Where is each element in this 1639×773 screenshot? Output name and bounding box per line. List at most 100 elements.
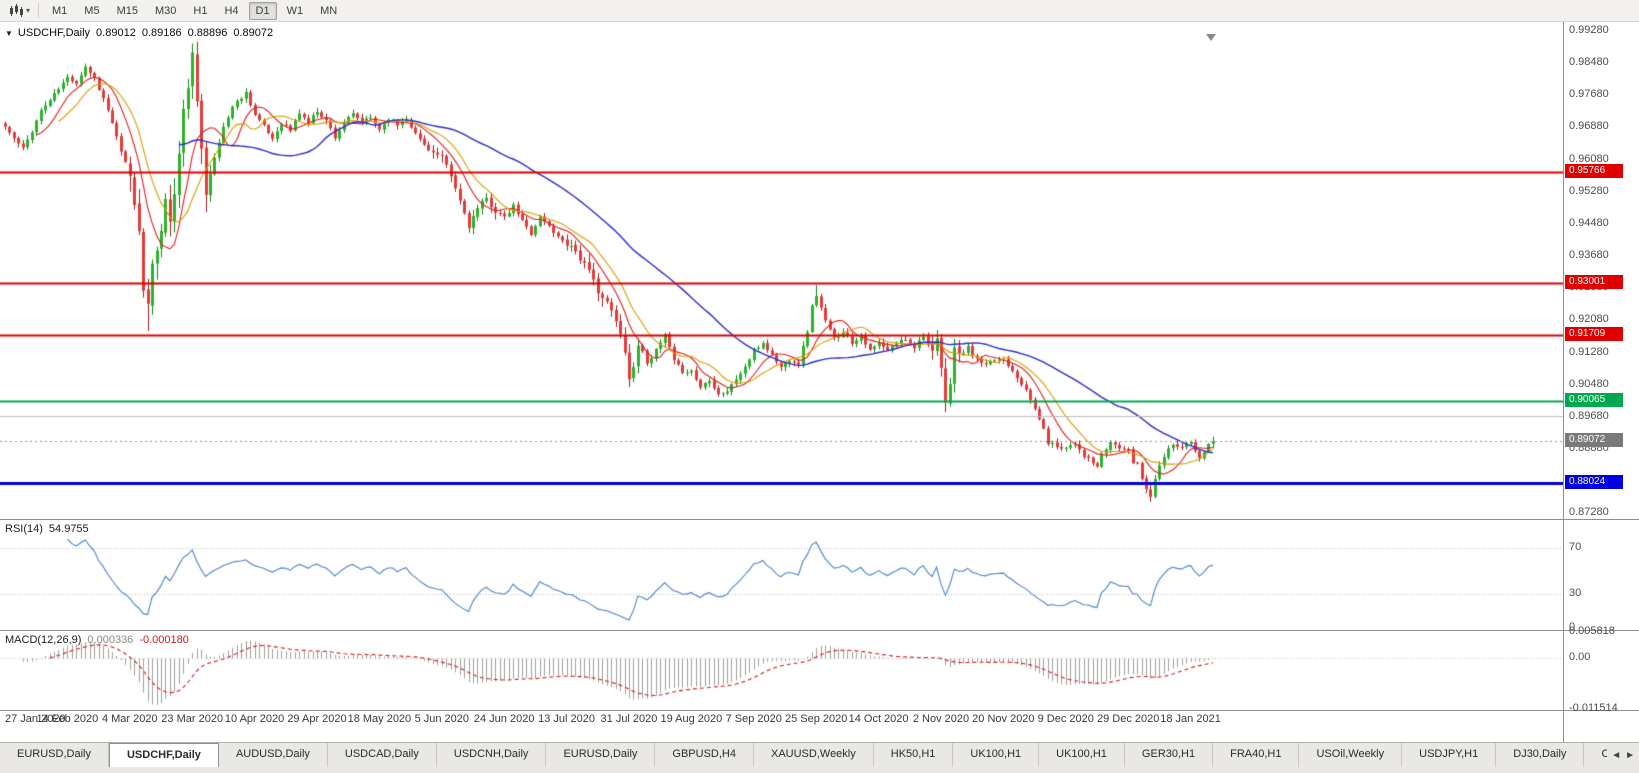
date-axis-label: 9 Dec 2020	[1037, 713, 1094, 725]
timeframe-button-m30[interactable]: M30	[154, 4, 177, 17]
chart-tab-usdcad-daily[interactable]: USDCAD,Daily	[327, 743, 437, 767]
chart-tab-usdjpy-h1[interactable]: USDJPY,H1	[1402, 743, 1497, 767]
chart-context-arrow-icon[interactable]: ▼	[5, 28, 13, 38]
close-value: 0.89072	[233, 27, 274, 39]
chart-tab-eurusd-daily[interactable]: EURUSD,Daily	[0, 743, 109, 767]
date-axis-separator	[0, 710, 1639, 711]
timeframe-button-d1[interactable]: D1	[248, 1, 277, 20]
macd-label: MACD(12,26,9) 0.000336 -0.000180	[5, 634, 189, 646]
date-axis-label: 18 Jan 2021	[1160, 713, 1221, 725]
chart-tab-ger30-h1[interactable]: GER30,H1	[1124, 743, 1214, 767]
timeframe-button-h4[interactable]: H4	[224, 4, 239, 17]
date-axis-label: 14 Feb 2020	[36, 713, 99, 725]
macd-indicator-canvas[interactable]	[0, 631, 1563, 710]
macd-axis-label: 0.005818	[1569, 625, 1615, 638]
macd-axis-label: -0.011514	[1569, 702, 1618, 715]
chart-tab-bar: EURUSD,Daily USDCHF,Daily AUDUSD,Daily USDC…	[0, 742, 1639, 773]
rsi-name: RSI(14)	[5, 523, 43, 535]
timeframe-button-m15[interactable]: M15	[116, 4, 138, 17]
rsi-value: 54.9755	[48, 523, 89, 535]
level-price-tag: 0.90065	[1565, 393, 1623, 408]
chart-tab-dj30-daily[interactable]: DJ30,Daily	[1496, 743, 1585, 767]
macd-axis-label: 0.00	[1569, 651, 1591, 663]
low-value: 0.88896	[187, 27, 228, 39]
timeframe-toolbar: ▾ M1 M5 M15 M30 H1 H4 D1 W1 MN	[0, 0, 1639, 22]
chart-tab-xauusd-weekly[interactable]: XAUUSD,Weekly	[753, 743, 874, 767]
price-axis-label: 0.96080	[1569, 152, 1609, 165]
price-axis-label: 0.92080	[1569, 313, 1609, 326]
date-axis[interactable]: 27 Jan 2020 14 Feb 2020 4 Mar 2020 23 Mar 2…	[0, 711, 1563, 729]
panel-separator[interactable]	[0, 519, 1639, 520]
rsi-axis-label: 30	[1569, 586, 1582, 599]
panel-separator[interactable]	[0, 630, 1639, 631]
macd-main-value: 0.000336	[87, 634, 134, 646]
ohlc-info-line: ▼ USDCHF,Daily 0.89012 0.89186 0.88896 0…	[5, 27, 273, 39]
level-price-tag: 0.91709	[1565, 327, 1623, 342]
price-axis-label: 0.87280	[1569, 506, 1609, 519]
price-axis-label: 0.98480	[1569, 56, 1609, 69]
chart-tab-hk50-h1[interactable]: HK50,H1	[873, 743, 954, 767]
symbol-period-label: USDCHF,Daily	[17, 27, 91, 39]
macd-signal-value: -0.000180	[139, 634, 189, 646]
date-axis-label: 7 Sep 2020	[725, 713, 782, 725]
level-price-tag: 0.88024	[1565, 475, 1623, 490]
tab-scroll-left-icon[interactable]: ◄	[1611, 749, 1622, 761]
price-axis-label: 0.89680	[1569, 409, 1609, 422]
high-value: 0.89186	[141, 27, 182, 39]
chart-window: ▼ USDCHF,Daily 0.89012 0.89186 0.88896 0…	[0, 22, 1639, 742]
price-axis-label: 0.90480	[1569, 377, 1609, 390]
tab-scrollers: ◄ ►	[1607, 743, 1639, 767]
level-price-tag: 0.93001	[1565, 275, 1623, 290]
chart-tab-uk100-h1[interactable]: UK100,H1	[953, 743, 1040, 767]
price-axis-label: 0.99280	[1569, 24, 1609, 36]
timeframe-button-w1[interactable]: W1	[286, 4, 304, 17]
price-axis-label: 0.93680	[1569, 249, 1609, 262]
chart-type-button[interactable]: ▾	[5, 3, 34, 18]
chart-tab-uk100-h1[interactable]: UK100,H1	[1039, 743, 1125, 767]
timeframe-buttons: M1 M5 M15 M30 H1 H4 D1 W1 MN	[45, 1, 344, 20]
chart-tab-fra40-h1[interactable]: FRA40,H1	[1213, 743, 1300, 767]
chart-tab-audusd-daily[interactable]: AUDUSD,Daily	[218, 743, 328, 767]
chart-tab-china300-h1[interactable]: CHINA300,H1	[1584, 743, 1608, 767]
timeframe-button-m1[interactable]: M1	[52, 4, 68, 17]
price-axis-label: 0.97680	[1569, 88, 1609, 101]
date-axis-label: 29 Dec 2020	[1096, 713, 1160, 725]
date-axis-label: 5 Jun 2020	[414, 713, 469, 725]
rsi-label: RSI(14) 54.9755	[5, 523, 89, 535]
current-price-tag: 0.89072	[1565, 433, 1623, 448]
price-chart-canvas[interactable]	[0, 22, 1563, 519]
price-axis-label: 0.96880	[1569, 120, 1609, 133]
chart-tabs: EURUSD,Daily USDCHF,Daily AUDUSD,Daily USDC…	[0, 743, 1608, 767]
date-axis-label: 10 Apr 2020	[224, 713, 285, 725]
date-axis-label: 20 Nov 2020	[972, 713, 1035, 725]
date-axis-label: 4 Mar 2020	[101, 713, 158, 725]
date-axis-label: 14 Oct 2020	[848, 713, 909, 725]
price-axis[interactable]: 0.99280 0.98480 0.97680 0.96880 0.96080 0.952…	[1564, 22, 1639, 742]
timeframe-button-m5[interactable]: M5	[84, 4, 100, 17]
tab-scroll-right-icon[interactable]: ►	[1625, 749, 1635, 761]
date-axis-label: 27 Jan 2020	[5, 713, 66, 725]
date-axis-label: 23 Mar 2020	[161, 713, 224, 725]
date-axis-label: 29 Apr 2020	[287, 713, 347, 725]
chart-tab-usoil-weekly[interactable]: USOil,Weekly	[1299, 743, 1403, 767]
chart-tab-usdchf-daily[interactable]: USDCHF,Daily	[108, 743, 219, 767]
rsi-axis-label: 0	[1569, 621, 1576, 633]
date-axis-label: 18 May 2020	[347, 713, 412, 725]
chart-tab-eurusd-daily[interactable]: EURUSD,Daily	[546, 743, 656, 767]
timeframe-button-mn[interactable]: MN	[320, 4, 338, 17]
toolbar-separator	[38, 3, 40, 18]
chart-shift-marker-icon	[1206, 34, 1216, 41]
price-axis-label: 0.95280	[1569, 184, 1609, 197]
open-value: 0.89012	[96, 27, 136, 39]
chart-tab-gbpusd-h4[interactable]: GBPUSD,H4	[655, 743, 754, 767]
price-axis-separator	[1563, 22, 1564, 742]
date-axis-label: 25 Sep 2020	[784, 713, 848, 725]
date-axis-label: 13 Jul 2020	[538, 713, 596, 725]
chart-tab-usdcnh-daily[interactable]: USDCNH,Daily	[436, 743, 547, 767]
price-axis-label: 0.91280	[1569, 345, 1609, 358]
level-price-tag: 0.95766	[1565, 164, 1623, 179]
date-axis-label: 24 Jun 2020	[473, 713, 535, 725]
rsi-indicator-canvas[interactable]	[0, 520, 1563, 630]
timeframe-button-h1[interactable]: H1	[193, 4, 208, 17]
date-axis-label: 2 Nov 2020	[912, 713, 970, 725]
